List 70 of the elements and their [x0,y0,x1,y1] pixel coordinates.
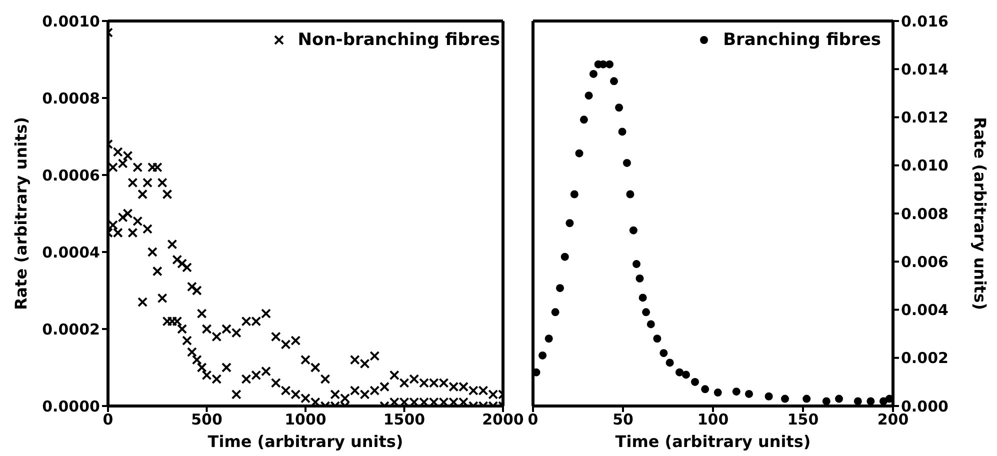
x-axis-title: Time (arbitrary units) [208,432,404,451]
point [701,385,710,394]
point [570,190,578,198]
point [632,260,640,268]
y2-tick-label: 0.014 [901,60,948,78]
point [584,92,593,100]
point [682,370,690,379]
point [589,70,598,78]
point [636,274,644,282]
point [638,294,647,302]
point [854,397,862,406]
point [866,397,875,406]
point [835,394,843,403]
point [732,388,740,396]
y2-tick-label: 0.006 [901,252,948,271]
y-tick-label: 0.0002 [42,320,100,338]
point [646,320,655,328]
y-tick-label: 0.0000 [42,397,100,416]
legend-label: Non-branching fibres [298,30,500,50]
x-tick-label: 1500 [383,410,426,429]
point [610,77,618,86]
y-tick-label: 0.0008 [42,89,100,108]
point [642,308,650,316]
y2-tick-label: 0.008 [901,204,948,223]
point [606,60,614,68]
point [580,116,588,124]
point [660,349,668,358]
point [781,394,789,403]
y2-axis-title: Rate (arbitrary units) [970,116,990,310]
y-tick-label: 0.0010 [42,12,100,30]
point [551,308,560,316]
point [653,334,662,343]
x-tick-label: 100 [697,410,729,429]
y2-tick-label: 0.010 [901,156,948,175]
x-tick-label: 0 [102,410,114,429]
y2-tick-label: 0.016 [901,12,948,30]
point [822,397,830,406]
x-tick-label: 500 [191,410,222,429]
point [626,190,634,198]
x-tick-label: 1000 [284,410,326,429]
x-tick-label: 0 [528,410,538,429]
y-axis-title: Rate (arbitrary units) [12,116,31,310]
point [544,334,553,343]
y-tick-label: 0.0004 [42,243,100,262]
point [629,226,638,234]
x-tick-label: 50 [612,410,634,429]
point [618,128,626,136]
legend-label: Branching fibres [723,30,881,50]
point [566,219,574,228]
y2-tick-label: 0.002 [901,349,948,368]
point [745,390,753,398]
point [575,149,584,158]
point [622,158,631,167]
point [714,388,722,397]
point [538,351,547,360]
point [802,394,811,403]
point [764,392,773,400]
x-tick-label: 2000 [482,410,524,429]
point [556,284,564,292]
y2-tick-label: 0.012 [901,108,948,127]
point [676,368,684,376]
x-tick-label: 150 [787,410,819,429]
point [615,104,624,112]
x-tick-label: 200 [877,410,909,429]
point [560,252,569,261]
point [666,358,674,367]
y-tick-label: 0.0006 [42,166,100,184]
y2-tick-label: 0.004 [901,301,948,320]
point [691,378,699,386]
x-axis-title: Time (arbitrary units) [615,432,811,451]
